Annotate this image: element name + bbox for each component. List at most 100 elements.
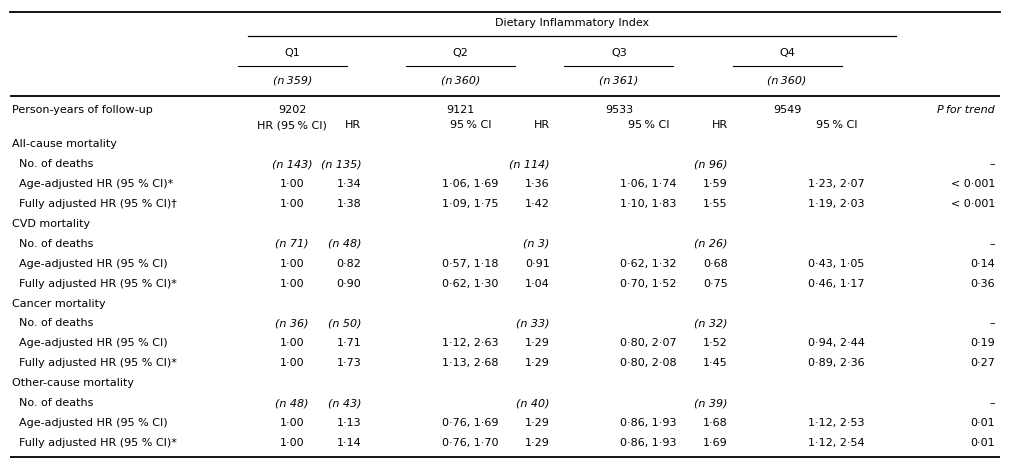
Text: (n 96): (n 96): [694, 159, 727, 169]
Text: 0·89, 2·36: 0·89, 2·36: [808, 358, 865, 368]
Text: 0·70, 1·52: 0·70, 1·52: [620, 279, 677, 289]
Text: No. of deaths: No. of deaths: [12, 159, 94, 169]
Text: 1·12, 2·54: 1·12, 2·54: [808, 438, 865, 448]
Text: 0·27: 0·27: [970, 358, 995, 368]
Text: 9533: 9533: [605, 105, 633, 115]
Text: 1·23, 2·07: 1·23, 2·07: [808, 179, 865, 189]
Text: 0·82: 0·82: [336, 259, 362, 269]
Text: Cancer mortality: Cancer mortality: [12, 298, 106, 309]
Text: 1·29: 1·29: [524, 358, 549, 368]
Text: Age-adjusted HR (95 % CI): Age-adjusted HR (95 % CI): [12, 259, 168, 269]
Text: –: –: [990, 318, 995, 328]
Text: –: –: [990, 398, 995, 408]
Text: 0·76, 1·69: 0·76, 1·69: [442, 418, 499, 428]
Text: 0·86, 1·93: 0·86, 1·93: [620, 418, 677, 428]
Text: HR: HR: [533, 120, 549, 130]
Text: < 0·001: < 0·001: [950, 179, 995, 189]
Text: (n 143): (n 143): [272, 159, 312, 169]
Text: 0·80, 2·07: 0·80, 2·07: [620, 338, 677, 348]
Text: 0·75: 0·75: [703, 279, 727, 289]
Text: Dietary Inflammatory Index: Dietary Inflammatory Index: [495, 18, 648, 28]
Text: 1·12, 2·53: 1·12, 2·53: [808, 418, 865, 428]
Text: Age-adjusted HR (95 % CI): Age-adjusted HR (95 % CI): [12, 418, 168, 428]
Text: 0·91: 0·91: [525, 259, 549, 269]
Text: (n 361): (n 361): [599, 75, 638, 85]
Text: 95 % CI: 95 % CI: [628, 120, 670, 130]
Text: CVD mortality: CVD mortality: [12, 219, 90, 229]
Text: 1·68: 1·68: [703, 418, 727, 428]
Text: 0·57, 1·18: 0·57, 1·18: [442, 259, 499, 269]
Text: All-cause mortality: All-cause mortality: [12, 139, 117, 149]
Text: 0·90: 0·90: [336, 279, 362, 289]
Text: 0·43, 1·05: 0·43, 1·05: [808, 259, 865, 269]
Text: (n 48): (n 48): [276, 398, 309, 408]
Text: 9549: 9549: [773, 105, 801, 115]
Text: Q1: Q1: [285, 48, 300, 58]
Text: (n 43): (n 43): [328, 398, 362, 408]
Text: 0·46, 1·17: 0·46, 1·17: [808, 279, 865, 289]
Text: (n 26): (n 26): [694, 239, 727, 249]
Text: 0·36: 0·36: [971, 279, 995, 289]
Text: –: –: [990, 159, 995, 169]
Text: (n 3): (n 3): [523, 239, 549, 249]
Text: 1·00: 1·00: [280, 259, 304, 269]
Text: 1·52: 1·52: [703, 338, 727, 348]
Text: P for trend: P for trend: [937, 105, 995, 115]
Text: Fully adjusted HR (95 % CI)*: Fully adjusted HR (95 % CI)*: [12, 438, 177, 448]
Text: 0·86, 1·93: 0·86, 1·93: [620, 438, 677, 448]
Text: 1·00: 1·00: [280, 179, 304, 189]
Text: 0·01: 0·01: [971, 418, 995, 428]
Text: (n 40): (n 40): [516, 398, 549, 408]
Text: Age-adjusted HR (95 % CI): Age-adjusted HR (95 % CI): [12, 338, 168, 348]
Text: No. of deaths: No. of deaths: [12, 398, 94, 408]
Text: 1·55: 1·55: [703, 199, 727, 209]
Text: HR: HR: [712, 120, 727, 130]
Text: 0·01: 0·01: [971, 438, 995, 448]
Text: (n 114): (n 114): [509, 159, 549, 169]
Text: (n 50): (n 50): [328, 318, 362, 328]
Text: HR (95 % CI): HR (95 % CI): [258, 120, 327, 130]
Text: < 0·001: < 0·001: [950, 199, 995, 209]
Text: Fully adjusted HR (95 % CI)*: Fully adjusted HR (95 % CI)*: [12, 279, 177, 289]
Text: 1·34: 1·34: [336, 179, 362, 189]
Text: 1·71: 1·71: [336, 338, 362, 348]
Text: 1·00: 1·00: [280, 338, 304, 348]
Text: 1·00: 1·00: [280, 279, 304, 289]
Text: (n 135): (n 135): [321, 159, 362, 169]
Text: (n 359): (n 359): [273, 75, 312, 85]
Text: 1·00: 1·00: [280, 358, 304, 368]
Text: 1·42: 1·42: [524, 199, 549, 209]
Text: 1·10, 1·83: 1·10, 1·83: [620, 199, 677, 209]
Text: 1·73: 1·73: [336, 358, 362, 368]
Text: Q3: Q3: [611, 48, 626, 58]
Text: 1·13, 2·68: 1·13, 2·68: [442, 358, 499, 368]
Text: 1·00: 1·00: [280, 438, 304, 448]
Text: 1·69: 1·69: [703, 438, 727, 448]
Text: 1·14: 1·14: [336, 438, 362, 448]
Text: 1·09, 1·75: 1·09, 1·75: [442, 199, 499, 209]
Text: 1·29: 1·29: [524, 338, 549, 348]
Text: 1·29: 1·29: [524, 418, 549, 428]
Text: 9202: 9202: [278, 105, 306, 115]
Text: 1·04: 1·04: [525, 279, 549, 289]
Text: 1·00: 1·00: [280, 199, 304, 209]
Text: Fully adjusted HR (95 % CI)*: Fully adjusted HR (95 % CI)*: [12, 358, 177, 368]
Text: (n 36): (n 36): [276, 318, 309, 328]
Text: 1·06, 1·74: 1·06, 1·74: [620, 179, 677, 189]
Text: HR: HR: [345, 120, 362, 130]
Text: 1·12, 2·63: 1·12, 2·63: [442, 338, 499, 348]
Text: 0·14: 0·14: [971, 259, 995, 269]
Text: 0·62, 1·32: 0·62, 1·32: [620, 259, 677, 269]
Text: 95 % CI: 95 % CI: [449, 120, 491, 130]
Text: 1·00: 1·00: [280, 418, 304, 428]
Text: (n 360): (n 360): [440, 75, 480, 85]
Text: (n 39): (n 39): [694, 398, 727, 408]
Text: Person-years of follow-up: Person-years of follow-up: [12, 105, 153, 115]
Text: No. of deaths: No. of deaths: [12, 318, 94, 328]
Text: 0·76, 1·70: 0·76, 1·70: [442, 438, 499, 448]
Text: (n 71): (n 71): [276, 239, 309, 249]
Text: Age-adjusted HR (95 % CI)*: Age-adjusted HR (95 % CI)*: [12, 179, 174, 189]
Text: 0·80, 2·08: 0·80, 2·08: [620, 358, 677, 368]
Text: 1·59: 1·59: [703, 179, 727, 189]
Text: (n 48): (n 48): [328, 239, 362, 249]
